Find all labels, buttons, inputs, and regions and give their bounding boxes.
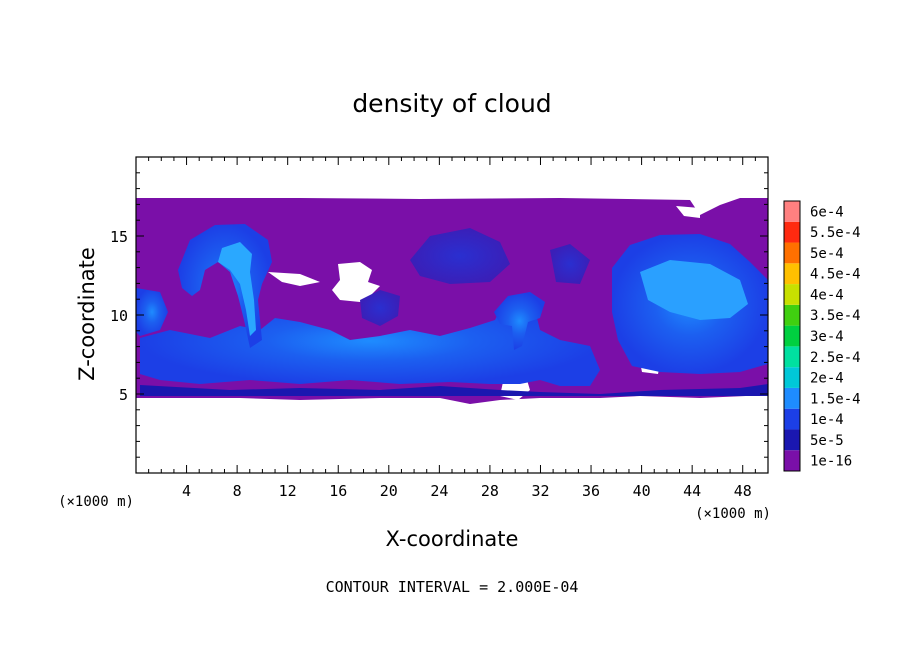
x-tick-label: 4 — [182, 482, 191, 500]
colorbar-label: 5.5e-4 — [810, 225, 861, 241]
cloud-region-1e-4 — [140, 296, 600, 386]
x-tick-label: 12 — [279, 482, 297, 500]
colorbar-label: 4.5e-4 — [810, 267, 861, 283]
cloud-gap — [332, 262, 380, 302]
cloud-gap — [676, 206, 700, 218]
x-tick-label: 44 — [683, 482, 701, 500]
colorbar-label: 5e-4 — [810, 246, 844, 262]
colorbar-swatch — [784, 450, 800, 471]
cloud-region-1e-4 — [494, 292, 545, 350]
contour-interval-text: CONTOUR INTERVAL = 2.000E-04 — [326, 578, 579, 596]
x-tick-label: 24 — [430, 482, 448, 500]
x-tick-label: 36 — [582, 482, 600, 500]
cloud-gap — [268, 272, 320, 286]
colorbar-frame — [783, 200, 801, 472]
x-tick-label: 16 — [329, 482, 347, 500]
cloud-region-5e-5 — [140, 384, 768, 396]
colorbar-swatch — [784, 304, 800, 326]
x-axis: 4 8 12 16 20 24 28 32 36 40 44 48 — [148, 157, 756, 500]
colorbar-label: 3.5e-4 — [810, 308, 861, 324]
chart-title: density of cloud — [352, 89, 551, 118]
colorbar-label: 1.5e-4 — [810, 391, 861, 407]
x-tick-label: 32 — [531, 482, 549, 500]
colorbar-swatch — [784, 367, 800, 388]
cloud-region-1e-4 — [136, 288, 168, 336]
cloud-region-5e-5 — [360, 290, 400, 326]
cloud-field — [136, 198, 768, 404]
colorbar-label: 6e-4 — [810, 204, 844, 220]
colorbar-swatch — [784, 201, 800, 222]
cloud-region-5e-5 — [550, 244, 590, 284]
cloud-region-1-5e-4 — [640, 260, 748, 320]
colorbar-label: 4e-4 — [810, 287, 844, 303]
x-unit-left: (×1000 m) — [58, 494, 134, 510]
plot-area — [135, 156, 769, 474]
x-axis-label: X-coordinate — [386, 527, 519, 551]
colorbar-swatch — [784, 221, 800, 243]
colorbar-swatch — [784, 325, 800, 347]
y-axis-label: Z-coordinate — [75, 247, 99, 381]
x-tick-label: 48 — [734, 482, 752, 500]
y-tick-label: 15 — [110, 228, 128, 246]
colorbar-swatch — [784, 408, 800, 430]
colorbar-label: 3e-4 — [810, 329, 844, 345]
x-tick-label: 8 — [233, 482, 242, 500]
colorbar-swatch — [784, 387, 800, 409]
colorbar: 1e-16 5e-5 1e-4 1.5e-4 2e-4 2.5e-4 3e-4 3.5e-4 4… — [783, 200, 861, 472]
colorbar-label: 1e-16 — [810, 454, 852, 470]
y-axis: 5 10 15 — [110, 172, 768, 458]
x-unit-right: (×1000 m) — [695, 506, 771, 522]
x-tick-label: 40 — [633, 482, 651, 500]
colorbar-swatch — [784, 284, 800, 305]
colorbar-swatch — [784, 263, 800, 285]
cloud-region-5e-5 — [410, 228, 510, 284]
colorbar-swatch — [784, 429, 800, 451]
x-tick-label: 28 — [481, 482, 499, 500]
y-tick-label: 5 — [119, 386, 128, 404]
colorbar-label: 5e-5 — [810, 433, 844, 449]
colorbar-swatch — [784, 346, 800, 368]
cloud-plume-core — [218, 242, 256, 336]
y-tick-label: 10 — [110, 307, 128, 325]
colorbar-swatch — [784, 242, 800, 264]
colorbar-label: 1e-4 — [810, 412, 844, 428]
colorbar-label: 2e-4 — [810, 371, 844, 387]
colorbar-label: 2.5e-4 — [810, 350, 861, 366]
x-tick-label: 20 — [380, 482, 398, 500]
